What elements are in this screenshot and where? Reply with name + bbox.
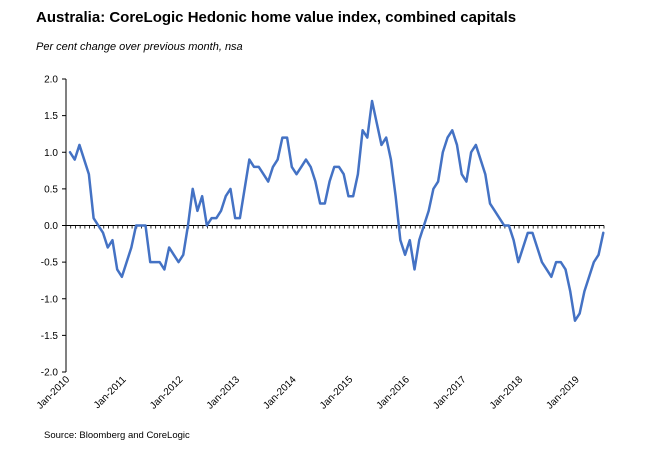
series-line <box>68 99 605 322</box>
y-tick-label: -2.0 <box>41 368 59 379</box>
x-tick-label: Jan-2019 <box>545 374 583 412</box>
x-axis: Jan-2010 Jan-2011 Jan-2012 Jan-2013 Jan-2014… <box>35 225 605 412</box>
source-note: Source: Bloomberg and CoreLogic <box>44 430 190 441</box>
y-tick-label: -1.5 <box>41 331 59 342</box>
y-tick-label: 0.5 <box>44 184 58 195</box>
y-tick-label: 0.0 <box>44 221 58 232</box>
x-tick-label: Jan-2010 <box>35 374 73 412</box>
x-tick-label: Jan-2017 <box>431 374 469 412</box>
y-tick-label: 1.0 <box>44 148 58 159</box>
chart-title: Australia: CoreLogic Hedonic home value … <box>36 9 517 26</box>
x-tick-label: Jan-2014 <box>261 374 299 412</box>
x-tick-label: Jan-2018 <box>488 374 526 412</box>
y-tick-label: 2.0 <box>44 75 58 86</box>
y-tick-label: 1.5 <box>44 111 58 122</box>
y-axis: 2.0 1.5 1.0 0.5 0.0 -0.5 -1.0 -1.5 -2.0 <box>41 75 67 379</box>
chart-subtitle: Per cent change over previous month, nsa <box>36 41 243 53</box>
x-tick-label: Jan-2011 <box>92 374 129 411</box>
x-tick-label: Jan-2012 <box>148 374 186 412</box>
series-group <box>68 99 605 322</box>
x-tick-label: Jan-2015 <box>318 374 356 412</box>
line-chart: 2.0 1.5 1.0 0.5 0.0 -0.5 -1.0 -1.5 -2.0 Jan-2010… <box>35 75 605 412</box>
x-tick-label: Jan-2013 <box>205 374 243 412</box>
x-tick-label: Jan-2016 <box>375 374 413 412</box>
y-tick-label: -1.0 <box>41 294 59 305</box>
y-tick-label: -0.5 <box>41 258 59 269</box>
